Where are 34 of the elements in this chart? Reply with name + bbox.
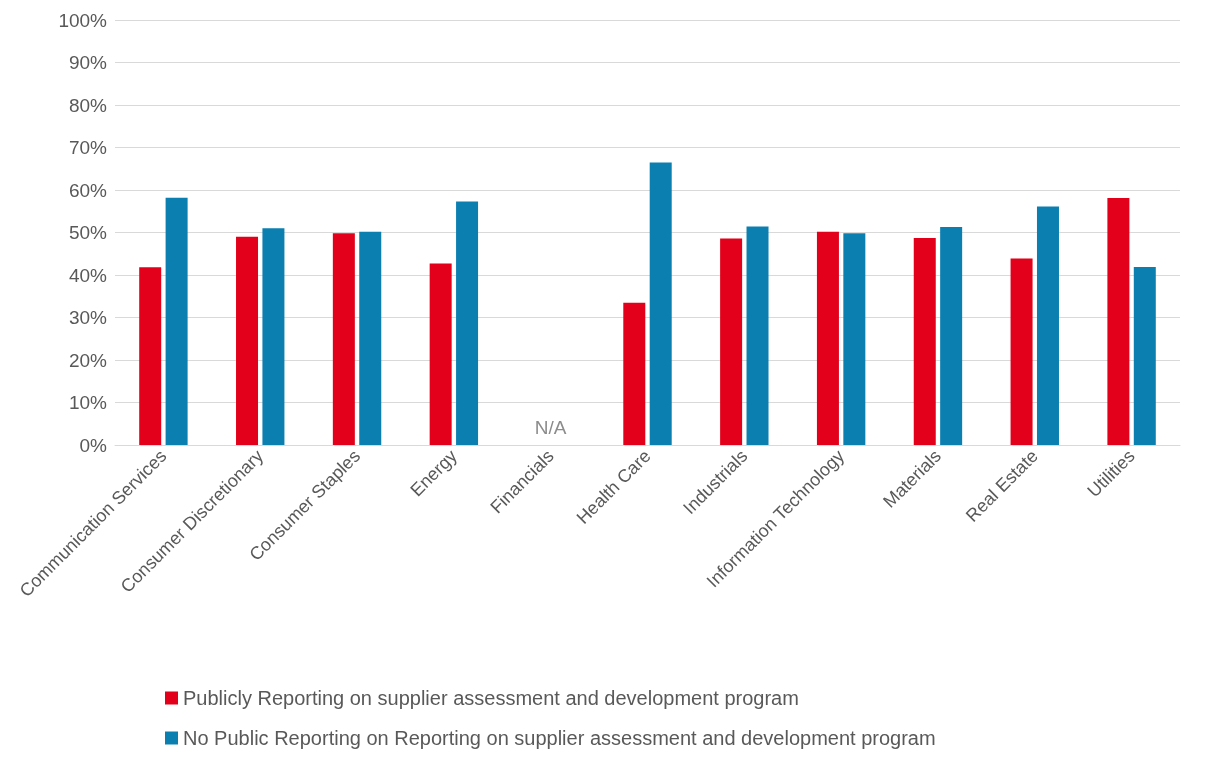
y-tick-label: 30% xyxy=(68,307,108,328)
bar xyxy=(913,238,936,445)
y-tick-label: 40% xyxy=(68,264,108,286)
bar xyxy=(1133,266,1156,445)
y-tick-label: 20% xyxy=(68,349,108,371)
bar xyxy=(236,236,259,445)
bar xyxy=(429,263,452,445)
y-tick-label: 90% xyxy=(68,52,108,73)
bar xyxy=(359,231,382,445)
bar xyxy=(843,233,866,445)
bar xyxy=(1010,258,1033,445)
bar xyxy=(816,231,839,445)
bar xyxy=(332,233,355,445)
y-tick-label: 60% xyxy=(68,179,108,201)
bar xyxy=(139,267,162,445)
y-tick-label: 0% xyxy=(79,434,108,456)
y-tick-label: 100% xyxy=(58,9,108,31)
legend-label: Publicly Reporting on supplier assessment and development program xyxy=(183,687,799,709)
bar xyxy=(623,302,646,445)
bar xyxy=(720,238,743,445)
bar xyxy=(262,228,285,445)
bar xyxy=(746,226,769,445)
bar xyxy=(1036,206,1059,445)
bar xyxy=(165,197,188,445)
y-tick-label: 80% xyxy=(68,94,108,116)
bar xyxy=(456,201,479,445)
y-tick-label: 50% xyxy=(68,222,108,243)
bar xyxy=(1107,198,1130,445)
annotation: N/A xyxy=(534,417,567,438)
y-tick-label: 10% xyxy=(68,392,108,413)
bar xyxy=(649,162,672,445)
y-tick-label: 70% xyxy=(68,137,108,158)
bar xyxy=(940,226,963,445)
legend-label: No Public Reporting on Reporting on supplier assessment and development program xyxy=(183,727,936,749)
